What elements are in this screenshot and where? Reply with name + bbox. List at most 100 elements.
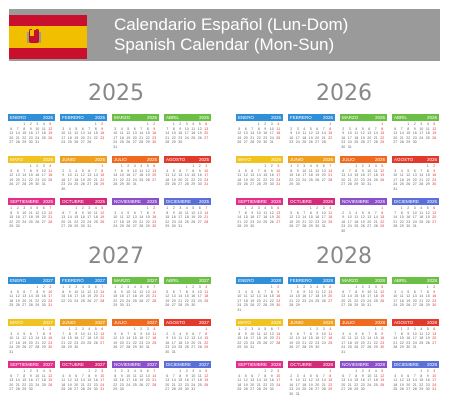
day-cell: 2 — [303, 285, 306, 289]
day-cell: 16 — [119, 294, 124, 299]
day-cell: 17 — [302, 173, 307, 178]
day-cell: 20 — [145, 378, 150, 383]
day-cell: 9 — [192, 289, 195, 294]
day-cell: 16 — [425, 378, 430, 383]
month-2028-3: MARZO 2028 1 2 3 4 5 6 7 8 9 10 11 12 13 14 15 16 17 18 19 20… — [340, 277, 387, 315]
day-cell: 16 — [93, 378, 98, 383]
day-cell: 9 — [140, 331, 143, 336]
day-cell: 29 — [243, 224, 248, 229]
day-cell: 28 — [80, 387, 85, 392]
day-cell: 5 — [361, 210, 364, 215]
day-cell: 24 — [191, 382, 196, 387]
month-year: 2025 — [198, 199, 209, 204]
day-cell: 17 — [132, 173, 137, 178]
day-cell: 8 — [146, 126, 149, 131]
month-header: MARZO 2025 — [112, 114, 159, 121]
day-cell: 20 — [9, 382, 14, 387]
day-cell: 23 — [74, 340, 79, 345]
month-year: 2026 — [270, 199, 281, 204]
day-cell: 1 — [290, 164, 293, 168]
coat-of-arms-icon — [27, 27, 41, 43]
day-cell: 20 — [152, 173, 157, 178]
month-year: 2028 — [374, 320, 385, 325]
day-cell: 3 — [348, 210, 351, 215]
day-cell: 14 — [419, 173, 424, 178]
day-cell: 11 — [354, 131, 359, 136]
day-cell: 30 — [406, 224, 411, 229]
day-cell: 12 — [22, 336, 27, 341]
day-cell: 26 — [269, 219, 274, 224]
day-cell: 8 — [42, 331, 45, 336]
day-cell: 1 — [114, 285, 117, 289]
day-cell: 11 — [256, 331, 261, 336]
day-cell: 2 — [81, 206, 84, 210]
day-cell: 29 — [113, 303, 118, 308]
day-cell: 24 — [412, 219, 417, 224]
day-cell: 19 — [380, 378, 385, 383]
day-grid: 1 2 3 4 5 6 7 8 9 10 11 12 13 14 15 16 17 18 19 20 21 22 23 24 2… — [236, 164, 283, 187]
day-cell: 14 — [48, 210, 53, 215]
day-cell: 21 — [256, 382, 261, 387]
day-cell: 16 — [341, 135, 346, 140]
day-cell: 22 — [289, 177, 294, 182]
day-cell: 1 — [309, 327, 312, 331]
day-cell: 5 — [205, 369, 208, 373]
day-cell: 30 — [80, 224, 85, 229]
day-cell: 11 — [315, 289, 320, 294]
day-cell: 10 — [276, 168, 281, 173]
day-cell: 12 — [191, 210, 196, 215]
day-cell: 23 — [269, 382, 274, 387]
day-cell: 4 — [329, 206, 332, 210]
day-cell: 5 — [381, 164, 384, 168]
day-cell: 5 — [68, 373, 71, 378]
day-cell: 26 — [354, 345, 359, 350]
day-grid: 1 2 3 4 5 6 7 8 9 10 11 12 13 14 15 16 17 18 19 20 21 22 23 24 2… — [340, 164, 387, 187]
day-grid: 1 2 3 4 5 6 7 8 9 10 11 12 13 14 15 16 17 18 19 20 21 22 23 24 2… — [392, 122, 439, 145]
day-grid: 1 2 3 4 5 6 7 8 9 10 11 12 13 14 15 16 17 18 19 20 21 22 23 24 2… — [236, 327, 283, 350]
day-cell: 6 — [394, 126, 397, 131]
day-cell: 1 — [75, 206, 78, 210]
day-cell: 3 — [62, 126, 65, 131]
day-cell: 2 — [433, 164, 436, 168]
day-cell: 11 — [399, 173, 404, 178]
day-cell: 23 — [28, 382, 33, 387]
month-year: 2027 — [198, 362, 209, 367]
day-cell: 26 — [243, 387, 248, 392]
day-cell: 14 — [204, 210, 209, 215]
day-cell: 1 — [355, 164, 358, 168]
day-cell: 5 — [309, 126, 312, 131]
day-cell: 30 — [178, 140, 183, 145]
month-header: ENERO 2028 — [236, 277, 283, 284]
day-cell: 26 — [237, 140, 242, 145]
day-cell: 7 — [140, 210, 143, 215]
day-cell: 4 — [355, 210, 358, 215]
day-cell: 5 — [166, 289, 169, 294]
day-cell: 31 — [171, 349, 176, 354]
day-cell: 22 — [399, 340, 404, 345]
day-cell: 13 — [61, 215, 66, 220]
month-header: MAYO 2028 — [236, 319, 283, 326]
day-cell: 2 — [433, 285, 436, 289]
day-cell: 24 — [184, 135, 189, 140]
day-cell: 28 — [204, 219, 209, 224]
day-cell: 27 — [321, 177, 326, 182]
day-cell: 14 — [197, 336, 202, 341]
header-banner: Calendario Español (Lun-Dom) Spanish Cal… — [9, 9, 440, 61]
day-cell: 31 — [250, 345, 255, 350]
month-2028-12: DICIEMBRE 2028 1 2 3 4 5 6 7 8 9 10 11 12 13 14 15 16 17 18… — [392, 361, 439, 399]
day-cell: 26 — [126, 140, 131, 145]
month-year: 2027 — [198, 278, 209, 283]
day-cell: 4 — [153, 327, 156, 331]
day-cell: 18 — [373, 173, 378, 178]
day-cell: 22 — [35, 298, 40, 303]
day-cell: 15 — [165, 215, 170, 220]
day-cell: 15 — [119, 173, 124, 178]
day-cell: 25 — [132, 298, 137, 303]
day-cell: 13 — [276, 210, 281, 215]
month-name: DICIEMBRE — [394, 199, 420, 204]
day-cell: 19 — [243, 382, 248, 387]
day-cell: 27 — [432, 219, 437, 224]
day-cell: 18 — [165, 177, 170, 182]
day-cell: 30 — [432, 303, 437, 308]
day-cell: 25 — [302, 140, 307, 145]
